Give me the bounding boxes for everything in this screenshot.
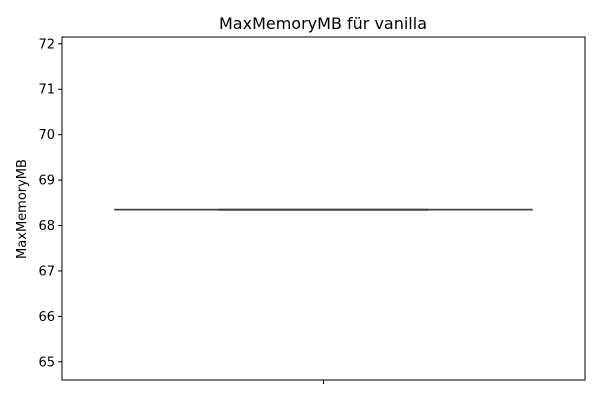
y-tick-label: 71: [38, 83, 55, 98]
chart-title: MaxMemoryMB für vanilla: [219, 14, 427, 33]
y-tick-label: 65: [38, 355, 55, 370]
box-plot-series: [114, 208, 533, 211]
y-tick-label: 72: [38, 37, 55, 52]
y-axis-label: MaxMemoryMB: [15, 159, 30, 259]
box: [114, 208, 533, 211]
y-tick-label: 69: [38, 174, 55, 189]
plot-area-frame: [61, 36, 586, 381]
y-tick-label: 68: [38, 219, 55, 234]
y-tick-label: 66: [38, 310, 55, 325]
y-tick-label: 67: [38, 264, 55, 279]
y-tick-label: 70: [38, 128, 55, 143]
y-axis: 65 66 67 68 69 70 71 72: [38, 37, 62, 370]
